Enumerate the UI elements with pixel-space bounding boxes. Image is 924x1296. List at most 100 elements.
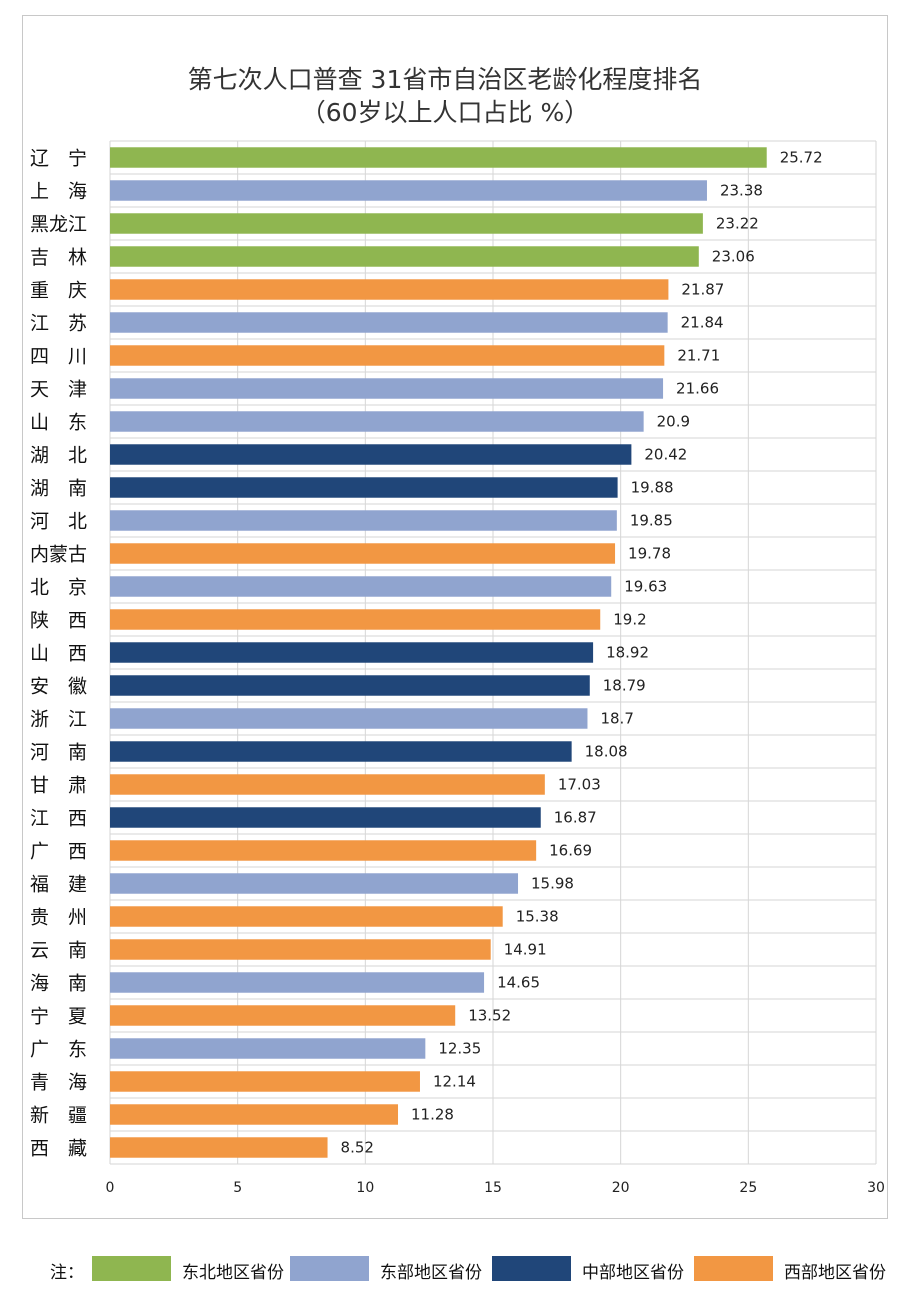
- category-label: 江 苏: [30, 313, 87, 335]
- value-label: 18.08: [585, 743, 628, 761]
- value-label: 14.91: [504, 941, 547, 959]
- category-label: 山 西: [30, 643, 87, 665]
- value-label: 12.35: [438, 1040, 481, 1058]
- category-label: 辽 宁: [30, 148, 87, 170]
- bar: [110, 147, 767, 168]
- category-label: 江 西: [30, 808, 87, 830]
- category-label: 重 庆: [30, 280, 87, 302]
- value-label: 25.72: [780, 149, 823, 167]
- legend-label-east: 东部地区省份: [380, 1263, 482, 1283]
- value-label: 18.79: [603, 677, 646, 695]
- value-label: 21.87: [681, 281, 724, 299]
- value-label: 11.28: [411, 1106, 454, 1124]
- legend-note: 注：: [50, 1263, 84, 1283]
- bar: [110, 609, 601, 630]
- category-label: 新 疆: [30, 1105, 87, 1127]
- category-label: 安 徽: [30, 676, 87, 698]
- category-label: 宁 夏: [30, 1006, 87, 1028]
- bar: [110, 675, 590, 696]
- value-label: 19.2: [613, 611, 646, 629]
- value-label: 13.52: [468, 1007, 511, 1025]
- bar: [110, 345, 665, 366]
- chart-title: 第七次人口普查 31省市自治区老龄化程度排名: [188, 65, 703, 94]
- bar: [110, 543, 616, 564]
- bar: [110, 774, 545, 795]
- bar: [110, 873, 519, 894]
- value-label: 15.38: [516, 908, 559, 926]
- value-label: 19.63: [624, 578, 667, 596]
- category-label: 内蒙古: [30, 544, 87, 566]
- category-label: 黑龙江: [30, 214, 87, 236]
- category-label: 湖 北: [30, 445, 87, 467]
- category-label: 河 北: [30, 511, 87, 533]
- category-label: 山 东: [30, 412, 87, 434]
- bar: [110, 246, 699, 267]
- value-label: 19.88: [631, 479, 674, 497]
- legend-label-northeast: 东北地区省份: [182, 1263, 284, 1283]
- x-tick-label: 5: [233, 1180, 242, 1196]
- value-label: 17.03: [558, 776, 601, 794]
- value-label: 23.22: [716, 215, 759, 233]
- category-label: 河 南: [30, 742, 87, 764]
- bar: [110, 939, 491, 960]
- bar: [110, 411, 644, 432]
- category-label: 西 藏: [30, 1138, 87, 1160]
- category-label: 湖 南: [30, 478, 87, 500]
- legend-swatch-central: [492, 1256, 571, 1281]
- legend-swatch-west: [694, 1256, 773, 1281]
- category-label: 贵 州: [30, 907, 87, 929]
- legend-swatch-northeast: [92, 1256, 171, 1281]
- bar: [110, 840, 537, 861]
- category-label: 广 西: [30, 841, 87, 863]
- category-label: 福 建: [30, 874, 87, 896]
- category-label: 陕 西: [30, 610, 87, 632]
- bar: [110, 1005, 456, 1026]
- bars: [110, 147, 767, 1158]
- bar: [110, 510, 617, 531]
- value-label: 16.87: [554, 809, 597, 827]
- bar: [110, 807, 541, 828]
- value-label: 8.52: [341, 1139, 374, 1157]
- category-label: 青 海: [30, 1072, 87, 1094]
- bar: [110, 213, 703, 234]
- bar: [110, 972, 485, 993]
- value-label: 14.65: [497, 974, 540, 992]
- value-label: 16.69: [549, 842, 592, 860]
- legend-label-west: 西部地区省份: [784, 1263, 886, 1283]
- value-label: 21.84: [681, 314, 724, 332]
- bar-chart: 第七次人口普查 31省市自治区老龄化程度排名 （60岁以上人口占比 %） 辽 宁…: [30, 65, 885, 1196]
- bar: [110, 312, 668, 333]
- category-label: 上 海: [30, 181, 87, 203]
- value-label: 20.42: [644, 446, 687, 464]
- bar: [110, 180, 707, 201]
- bar: [110, 378, 664, 399]
- bar: [110, 576, 612, 597]
- bar: [110, 1104, 399, 1125]
- category-label: 甘 肃: [30, 775, 87, 797]
- bar: [110, 1137, 328, 1158]
- x-tick-label: 10: [356, 1180, 374, 1196]
- value-label: 18.92: [606, 644, 649, 662]
- category-label: 吉 林: [30, 247, 87, 269]
- value-label: 12.14: [433, 1073, 476, 1091]
- bar: [110, 444, 632, 465]
- x-tick-label: 20: [612, 1180, 630, 1196]
- bar: [110, 708, 588, 729]
- legend-label-central: 中部地区省份: [582, 1263, 684, 1283]
- category-label: 广 东: [30, 1039, 87, 1061]
- category-label: 浙 江: [30, 709, 87, 731]
- x-tick-label: 0: [106, 1180, 115, 1196]
- chart-subtitle: （60岁以上人口占比 %）: [301, 98, 590, 127]
- x-tick-label: 25: [739, 1180, 757, 1196]
- value-label: 19.78: [628, 545, 671, 563]
- value-label: 21.71: [677, 347, 720, 365]
- category-label: 四 川: [30, 346, 87, 368]
- bar: [110, 1038, 426, 1059]
- bar: [110, 1071, 420, 1092]
- legend-swatch-east: [290, 1256, 369, 1281]
- x-axis-ticks: 0 5 10 15 20 25 30: [106, 1180, 885, 1196]
- gridlines: [109, 140, 877, 1165]
- category-label: 云 南: [30, 940, 87, 962]
- value-label: 21.66: [676, 380, 719, 398]
